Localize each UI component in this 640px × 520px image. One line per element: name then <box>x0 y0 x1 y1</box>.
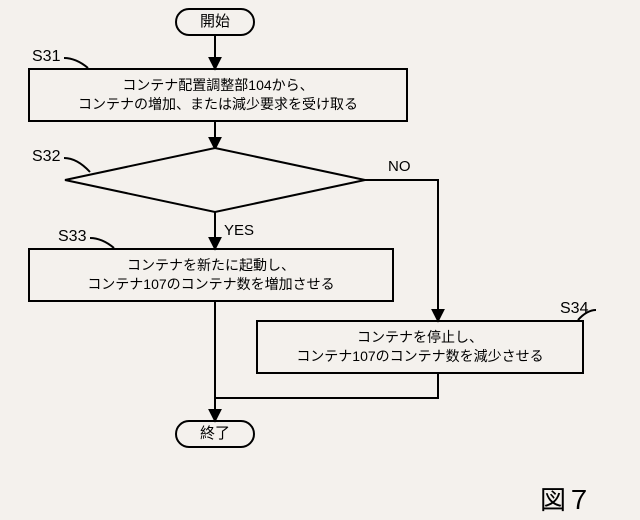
step-s31-text: コンテナ配置調整部104から、 コンテナの増加、または減少要求を受け取る <box>78 76 358 114</box>
start-node: 開始 <box>175 8 255 36</box>
step-s33-text: コンテナを新たに起動し、 コンテナ107のコンテナ数を増加させる <box>87 256 334 294</box>
end-node: 終了 <box>175 420 255 448</box>
edge-yes-label: YES <box>224 222 254 239</box>
step-s34-label: S34 <box>560 300 588 318</box>
step-s33-box: コンテナを新たに起動し、 コンテナ107のコンテナ数を増加させる <box>28 248 394 302</box>
start-label: 開始 <box>200 12 230 32</box>
edge-no-label: NO <box>388 158 411 175</box>
step-s34-text: コンテナを停止し、 コンテナ107のコンテナ数を減少させる <box>296 328 543 366</box>
end-label: 終了 <box>200 424 230 444</box>
step-s32-label: S32 <box>32 148 60 166</box>
step-s31-box: コンテナ配置調整部104から、 コンテナの増加、または減少要求を受け取る <box>28 68 408 122</box>
step-s31-label: S31 <box>32 48 60 66</box>
figure-label: 図７ <box>540 480 592 517</box>
step-s33-label: S33 <box>58 228 86 246</box>
step-s32-text: 受け取ったのは増加の要求か？ <box>105 172 325 192</box>
step-s34-box: コンテナを停止し、 コンテナ107のコンテナ数を減少させる <box>256 320 584 374</box>
